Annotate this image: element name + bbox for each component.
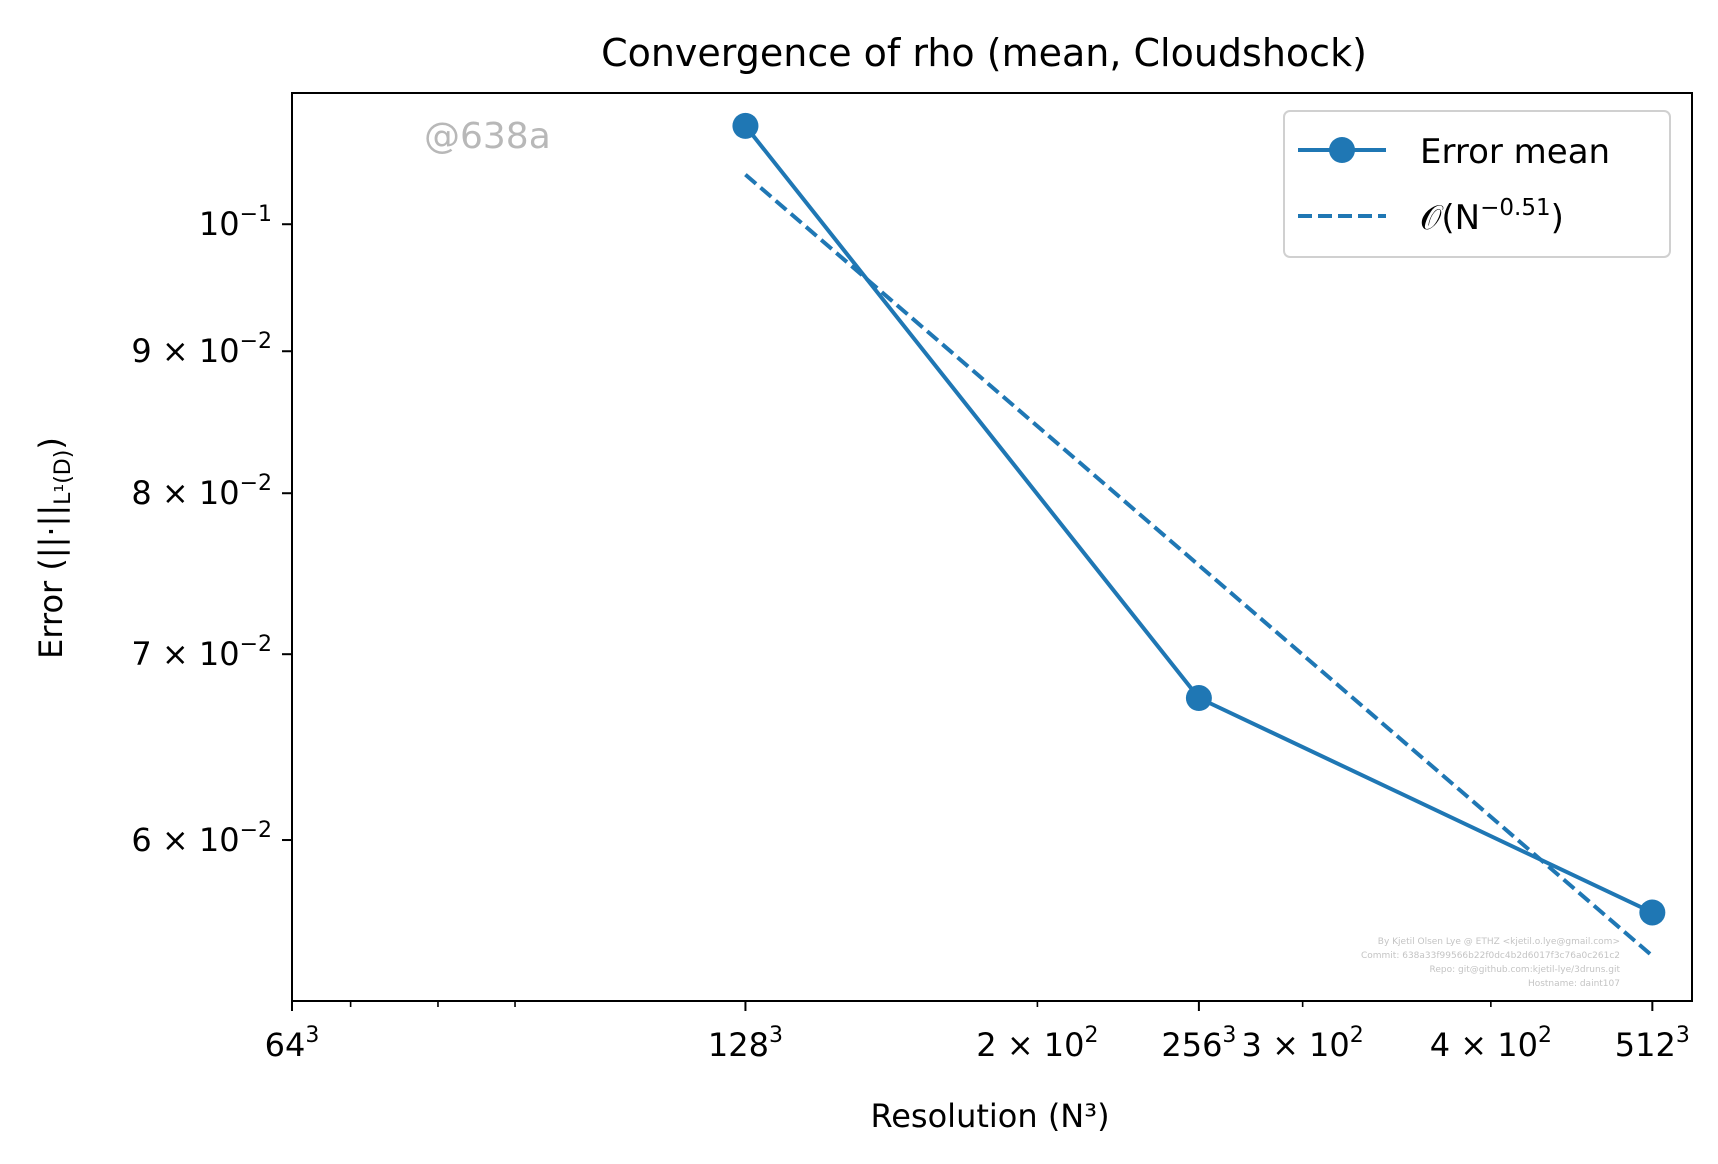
- y-axis-label-main: Error (||·||: [32, 505, 70, 659]
- watermark: @638a: [424, 116, 551, 157]
- x-major-tick-label: 2563: [1161, 1023, 1236, 1064]
- y-axis-label-close: ): [32, 437, 70, 449]
- y-tick-label: 7 × 10−2: [131, 632, 272, 673]
- y-tick-label-sup: −2: [240, 632, 272, 657]
- legend-label-order-main: 𝒪(N: [1420, 198, 1480, 238]
- x-minor-tick-label: 4 × 102: [1430, 1023, 1552, 1064]
- data-point: [1185, 685, 1212, 712]
- x-minor-tick-label-main: 3 × 10: [1242, 1026, 1350, 1064]
- x-major-tick-label-sup: 3: [305, 1023, 319, 1048]
- legend-label-error-mean: Error mean: [1420, 132, 1610, 172]
- x-minor-tick-label-sup: 2: [1350, 1023, 1364, 1048]
- credit-line: Repo: git@github.com:kjetil-lye/3druns.g…: [1430, 965, 1621, 975]
- y-tick-label-sup: −2: [240, 329, 272, 354]
- legend-frame: [1283, 110, 1671, 258]
- data-point: [1639, 899, 1666, 926]
- y-tick-label: 6 × 10−2: [131, 818, 272, 859]
- x-major-tick-label-main: 512: [1615, 1026, 1676, 1064]
- x-major-tick-label-sup: 3: [1676, 1023, 1690, 1048]
- x-minor-tick-label-main: 2 × 10: [976, 1026, 1084, 1064]
- chart-title: Convergence of rho (mean, Cloudshock): [601, 31, 1367, 75]
- y-tick-label-main: 9 × 10: [131, 332, 239, 370]
- y-tick-label-main: 10: [199, 205, 240, 243]
- x-minor-tick-label-sup: 2: [1085, 1023, 1099, 1048]
- credits: By Kjetil Olsen Lye @ ETHZ <kjetil.o.lye…: [1361, 937, 1620, 989]
- credit-line: Hostname: daint107: [1528, 979, 1620, 989]
- y-tick-label: 10−1: [199, 202, 272, 243]
- x-minor-tick-label-main: 4 × 10: [1430, 1026, 1538, 1064]
- legend: Error mean 𝒪(N−0.51): [1283, 110, 1671, 258]
- credit-line: By Kjetil Olsen Lye @ ETHZ <kjetil.o.lye…: [1378, 937, 1620, 947]
- legend-label-order-sup: −0.51: [1480, 195, 1550, 221]
- y-axis-label-sub: L¹(D): [51, 450, 76, 505]
- y-tick-label: 8 × 10−2: [131, 471, 272, 512]
- x-major-tick-label-main: 256: [1161, 1026, 1222, 1064]
- x-minor-tick-label-sup: 2: [1538, 1023, 1552, 1048]
- y-tick-label-sup: −2: [240, 471, 272, 496]
- x-major-tick-label-sup: 3: [769, 1023, 783, 1048]
- x-major-tick-label-sup: 3: [1222, 1023, 1236, 1048]
- x-major-tick-label: 5123: [1615, 1023, 1690, 1064]
- y-tick-label-main: 7 × 10: [131, 635, 239, 673]
- legend-label-order-close: ): [1551, 198, 1564, 238]
- y-axis-ticks: 10−19 × 10−28 × 10−27 × 10−26 × 10−2: [131, 202, 292, 859]
- x-major-tick-label: 1283: [708, 1023, 783, 1064]
- x-minor-tick-label: 3 × 102: [1242, 1023, 1364, 1064]
- x-major-tick-label-main: 128: [708, 1026, 769, 1064]
- y-tick-label-main: 8 × 10: [131, 474, 239, 512]
- data-point: [732, 112, 759, 139]
- series-layer: [732, 112, 1666, 958]
- y-axis-label: Error (||·||L¹(D)): [32, 437, 76, 659]
- legend-marker-error-mean: [1329, 137, 1355, 163]
- x-major-tick-label: 643: [265, 1023, 320, 1064]
- y-tick-label-main: 6 × 10: [131, 821, 239, 859]
- x-minor-tick-label: 2 × 102: [976, 1023, 1098, 1064]
- x-axis-label: Resolution (N³): [870, 1097, 1109, 1135]
- x-major-tick-label-main: 64: [265, 1026, 306, 1064]
- y-tick-label-sup: −1: [240, 202, 272, 227]
- legend-label-order: 𝒪(N−0.51): [1420, 195, 1564, 238]
- credit-line: Commit: 638a33f99566b22f0dc4b2d6017f3c76…: [1361, 951, 1620, 961]
- y-tick-label: 9 × 10−2: [131, 329, 272, 370]
- y-tick-label-sup: −2: [240, 818, 272, 843]
